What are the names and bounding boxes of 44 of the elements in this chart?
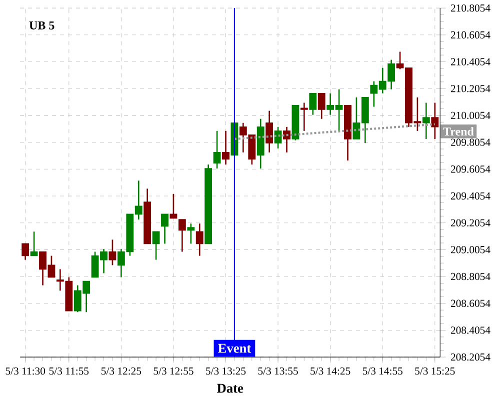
y-tick-label: 210.8054: [450, 4, 490, 12]
candlestick: [22, 242, 30, 260]
y-tick-label: 210.0054: [450, 112, 490, 120]
y-tick-label: 210.2054: [450, 84, 490, 92]
x-tick-label: 5/3 11:30: [6, 367, 46, 375]
y-tick-label: 209.8054: [450, 138, 490, 146]
candlestick: [161, 213, 168, 244]
candlestick: [108, 238, 116, 266]
candlestick: [318, 92, 326, 120]
text: UB 5: [29, 21, 54, 30]
x-tick-label: 5/3 13:25: [206, 367, 246, 375]
y-tick-label: 209.6054: [450, 165, 490, 173]
candlestick: [431, 102, 439, 140]
candlestick: [196, 222, 204, 256]
candlestick: [213, 130, 221, 170]
y-tick-label: 208.4054: [450, 326, 490, 334]
y-tick-label: 208.8054: [450, 272, 490, 280]
x-tick-label: 5/3 12:55: [154, 367, 194, 375]
x-tick-label: 5/3 13:55: [258, 367, 298, 375]
candlestick: [152, 230, 160, 260]
y-tick-label: 210.6054: [450, 31, 490, 38]
x-tick-label: 5/3 11:55: [49, 367, 89, 375]
y-tick-label: 210.4054: [450, 58, 490, 66]
candlestick: [30, 230, 38, 256]
candlestick: [422, 102, 430, 140]
y-tick-label: 209.2054: [450, 219, 490, 226]
candlestick: [266, 110, 274, 154]
annotation: Event: [218, 344, 252, 353]
candlestick: [187, 222, 195, 244]
x-tick-label: 5/3 14:55: [362, 367, 402, 375]
y-tick-label: 208.6054: [450, 300, 490, 307]
series-label: Trend: [443, 127, 474, 136]
y-tick-label: 209.0054: [450, 246, 490, 254]
y-tick-label: 208.2054: [450, 353, 490, 361]
candlestick: [178, 218, 186, 252]
x-axis-title: Date: [217, 384, 244, 393]
y-tick-label: 209.4054: [450, 192, 490, 200]
x-tick-label: 5/3 12:25: [102, 367, 142, 375]
candlestick: [283, 126, 290, 154]
candlestick: [300, 102, 308, 132]
candlestick: [309, 92, 317, 116]
x-tick-label: 5/3 15:25: [415, 367, 455, 375]
candlestick: [222, 130, 230, 166]
x-tick-label: 5/3 14:25: [310, 367, 350, 375]
